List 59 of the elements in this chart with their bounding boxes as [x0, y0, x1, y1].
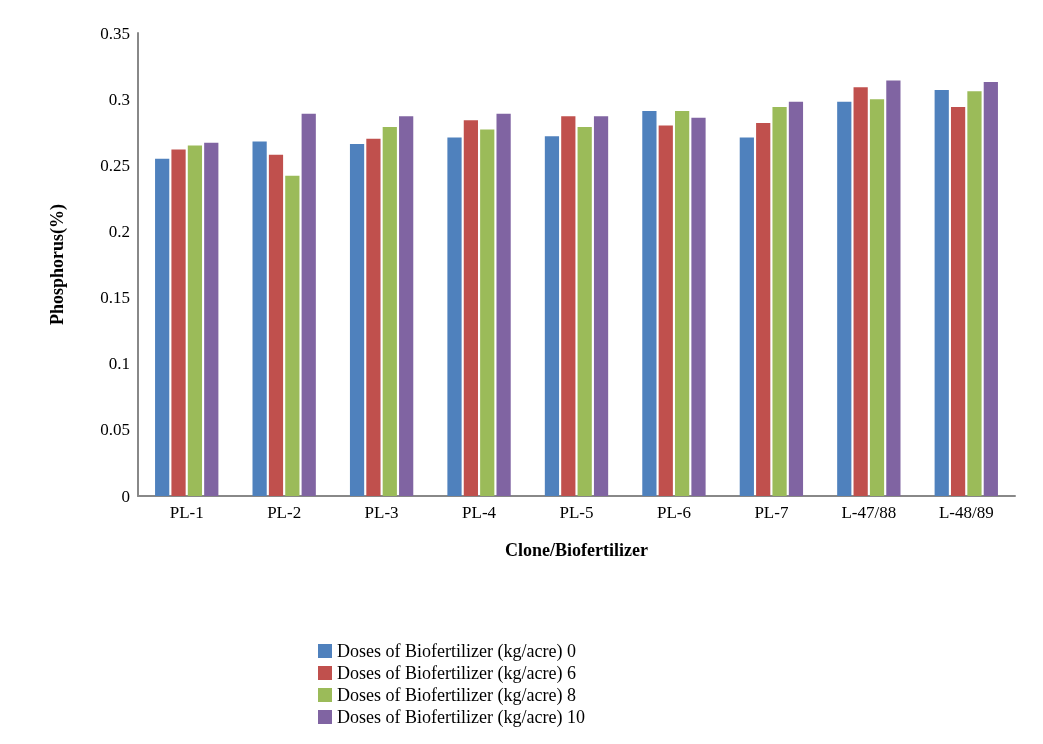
bar — [204, 142, 219, 496]
bar — [739, 137, 754, 496]
bar — [869, 99, 885, 496]
y-tick-label: 0.2 — [108, 221, 130, 241]
bar — [496, 113, 511, 496]
bar — [967, 91, 982, 496]
bar — [886, 80, 901, 496]
bar — [544, 136, 560, 496]
y-tick-label: 0 — [121, 486, 130, 506]
bar — [756, 122, 771, 496]
x-tick-label: PL-5 — [559, 503, 594, 522]
x-tick-label: PL-4 — [462, 503, 497, 522]
bar — [155, 158, 170, 496]
bar — [837, 101, 852, 496]
x-tick-label: PL-1 — [169, 503, 204, 522]
x-tick-label: PL-7 — [754, 503, 789, 522]
bar — [658, 125, 673, 496]
legend-label: Doses of Biofertilizer (kg/acre) 6 — [337, 663, 576, 684]
bar — [853, 87, 868, 496]
bar — [983, 81, 998, 496]
x-tick-label: L-48/89 — [938, 503, 994, 522]
y-tick-label: 0.1 — [108, 354, 130, 374]
bar — [399, 116, 414, 496]
legend-label: Doses of Biofertilizer (kg/acre) 0 — [337, 641, 576, 662]
bar — [252, 141, 267, 496]
bar — [691, 117, 706, 496]
x-tick-label: PL-6 — [656, 503, 691, 522]
bar — [950, 107, 966, 496]
legend-label: Doses of Biofertilizer (kg/acre) 10 — [337, 707, 585, 728]
x-tick-label: L-47/88 — [841, 503, 897, 522]
bar — [187, 145, 203, 496]
y-tick-label: 0.05 — [100, 420, 130, 440]
bar — [561, 116, 576, 496]
bar — [382, 126, 397, 496]
bar — [480, 129, 495, 496]
bar — [934, 89, 949, 496]
bar — [301, 113, 316, 496]
bar — [593, 116, 609, 496]
x-axis-title: Clone/Biofertilizer — [505, 540, 648, 560]
bar — [366, 138, 381, 496]
bar — [788, 101, 804, 496]
y-tick-label: 0.25 — [100, 155, 130, 175]
x-tick-label: PL-3 — [364, 503, 399, 522]
bar — [349, 144, 365, 496]
legend-label: Doses of Biofertilizer (kg/acre) 8 — [337, 685, 576, 706]
bar — [772, 107, 787, 496]
bar — [285, 175, 300, 496]
bar — [268, 154, 284, 496]
y-tick-label: 0.3 — [108, 89, 130, 109]
bar — [171, 149, 186, 496]
y-axis-title: Phosphorus(%) — [47, 203, 68, 326]
y-tick-label: 0.35 — [100, 23, 130, 43]
bar — [577, 126, 592, 496]
bar — [447, 137, 462, 496]
bar — [675, 111, 690, 496]
x-tick-label: PL-2 — [267, 503, 302, 522]
bar — [463, 120, 478, 496]
bar — [642, 111, 657, 496]
y-tick-label: 0.15 — [100, 288, 130, 308]
